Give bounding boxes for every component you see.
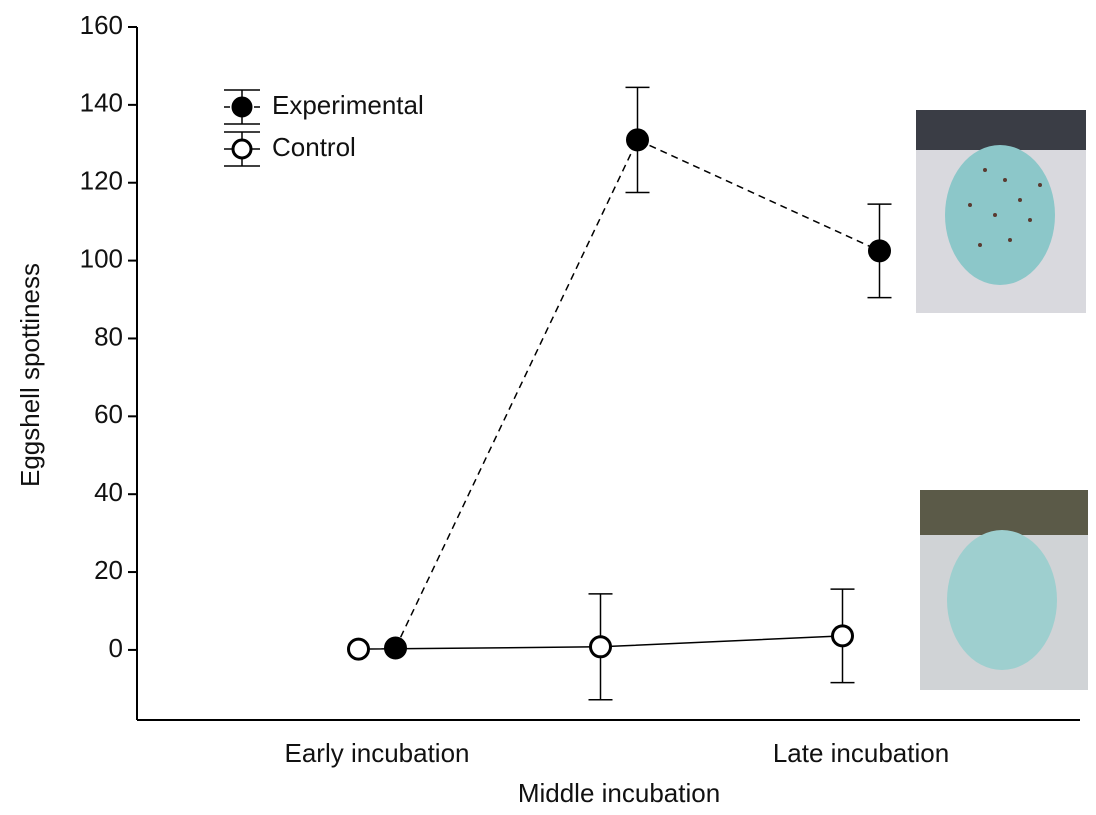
point [591,637,611,657]
legend-label: Control [272,132,356,162]
y-tick-label: 20 [94,555,123,585]
x-tick-label: Early incubation [285,738,470,768]
y-tick-label: 140 [80,88,123,118]
x-tick-label: Middle incubation [518,778,720,808]
point [870,241,890,261]
legend: Experimental Control [224,90,424,166]
point [349,639,369,659]
chart: Eggshell spottiness ExperimentalControl … [0,0,1096,815]
series-line [396,140,880,648]
y-tick-label: 40 [94,477,123,507]
y-tick-label: 60 [94,399,123,429]
x-tick-label: Late incubation [773,738,949,768]
legend-marker [233,140,251,158]
page: Eggshell spottiness ExperimentalControl … [0,0,1096,815]
y-tick-label: 100 [80,243,123,273]
legend-marker [233,98,251,116]
legend-label: Experimental [272,90,424,120]
point [628,130,648,150]
y-tick-label: 120 [80,166,123,196]
y-axis-label: Eggshell spottiness [15,263,45,487]
point [833,626,853,646]
y-tick-label: 160 [80,10,123,40]
y-tick-label: 80 [94,321,123,351]
plain-egg-photo [920,490,1088,690]
speckled-egg-photo [916,110,1086,313]
y-tick-label: 0 [109,633,123,663]
